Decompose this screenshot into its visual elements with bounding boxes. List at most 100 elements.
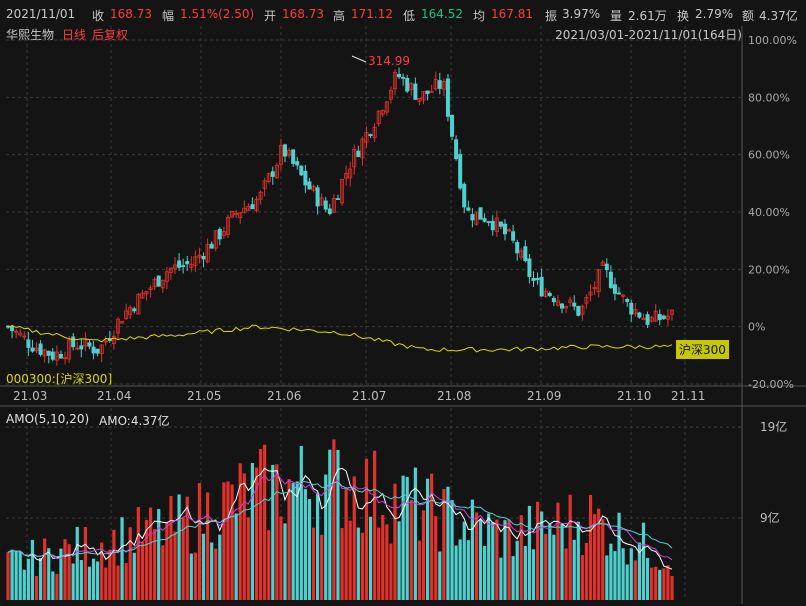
volume-bar [360,532,365,600]
candle-body [71,336,76,348]
date-range: 2021/03/01-2021/11/01(164日) [555,28,742,42]
candle-body [454,139,459,160]
volume-bar [491,522,495,600]
stock-name: 华熙生物 [6,28,55,42]
volume-bar [148,507,153,600]
volume-bar [470,499,474,600]
candle-body [433,79,438,90]
candle-body [462,183,467,208]
candle-body [409,83,414,90]
volume-bar [206,492,210,600]
volume-bar [397,521,401,600]
candle-body [234,212,239,215]
volume-bar [519,515,523,600]
candle-body [136,293,141,315]
volume-bar [169,495,173,600]
candle-body [560,303,565,309]
candle-body [633,309,638,315]
volume-bar [670,575,674,600]
volume-bar [576,521,580,600]
low-value: 164.52 [421,7,463,21]
volume-bar [393,483,397,600]
candle-body [450,114,455,137]
turn-label: 换 [677,9,690,23]
candle-body [311,186,316,191]
candle-body [352,149,357,168]
x-ticks: 21.03 21.04 21.05 21.06 21.07 21.08 21.09 21.10… [13,389,705,403]
index-line-series [7,324,673,353]
amo-value: AMO:4.37亿 [99,414,170,428]
candle-body [18,332,23,336]
index-legend: 000300:[沪深300] [6,372,113,386]
volume-bar [132,552,136,600]
amount-label: 额 [742,9,755,23]
candle-body [99,344,104,355]
volume-bar [462,521,466,600]
volume-bar [413,467,417,600]
candle-body [466,207,471,211]
candle-body [376,110,381,124]
volume-bar [55,573,59,600]
volume-bar [96,561,100,600]
volume-bar [165,522,169,600]
candle-body [148,287,153,290]
candle-body [258,191,263,200]
volume-bar [108,549,112,600]
volume-bar [254,467,259,600]
volume-bar [385,524,389,600]
volume-bar [625,564,629,600]
volume-bar [633,560,637,600]
candle-body [641,318,646,320]
volume-bar [564,548,568,600]
adjust-label[interactable]: 后复权 [92,28,129,42]
volume-bar [645,557,650,600]
candle-body [291,149,296,164]
volume-bar [263,444,267,600]
candle-body [572,302,577,307]
volume-bar [275,464,279,600]
volume-bar [605,555,609,600]
candle-body [197,254,202,258]
candle-body [425,90,430,95]
candle-body [515,242,520,254]
candle-body [327,208,332,214]
volume-bar [258,449,263,600]
volume-bar [283,523,287,600]
candle-body [14,330,19,333]
candle-body [75,347,80,350]
peak-label: 314.99 [368,54,410,68]
amo-indicator[interactable]: AMO(5,10,20) [6,412,90,426]
candle-body [238,212,243,218]
volume-bar [650,567,654,600]
x-tick-label: 21.03 [13,389,47,403]
volume-bar [401,475,405,600]
volume-bar [503,520,507,600]
volume-bar [201,533,206,600]
candle-body [551,298,556,303]
period-label[interactable]: 日线 [62,28,87,42]
volume-bar [116,565,120,600]
candle-body [189,264,194,268]
volume-bar [222,482,226,600]
high-label: 高 [333,9,346,23]
quote-date: 2021/11/01 [6,7,76,21]
volume-bar [214,548,218,600]
volume-bar [324,474,328,600]
candle-body [124,310,129,320]
volume-bar [218,534,222,600]
candle-body [246,206,251,211]
volume-bar [271,464,275,600]
candle-body [22,335,27,338]
volume-bar [18,551,22,600]
volume-bar [454,545,458,600]
candle-body [266,173,271,183]
x-tick-label: 21.05 [187,389,221,403]
candle-body [629,302,634,315]
candle-body [608,271,613,289]
x-tick-label: 21.07 [352,389,386,403]
candle-body [270,171,275,177]
candle-body [437,80,442,89]
volume-bar [279,516,283,600]
candle-body [111,335,116,345]
